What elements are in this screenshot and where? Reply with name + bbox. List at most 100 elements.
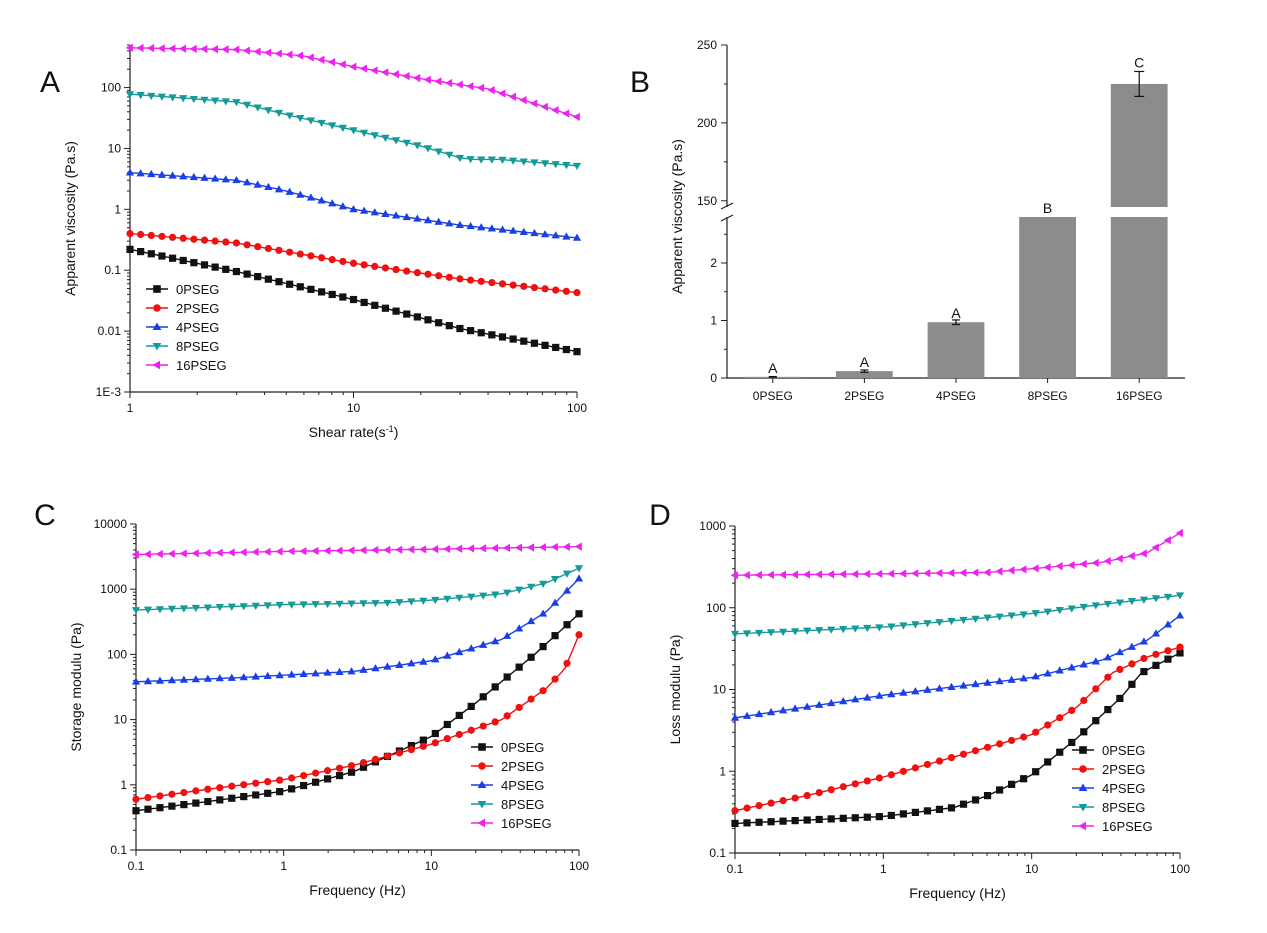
data-point <box>168 171 177 179</box>
data-point <box>466 82 474 91</box>
data-point <box>371 664 380 672</box>
data-point <box>467 644 476 652</box>
y-axis-label: Apparent viscosity (Pa.s) <box>669 139 685 294</box>
legend-marker <box>152 360 161 370</box>
series-16PSEG <box>730 528 1183 580</box>
data-point <box>551 106 559 115</box>
data-point <box>383 545 391 555</box>
data-point <box>863 693 872 701</box>
data-point <box>147 169 156 178</box>
data-point <box>300 781 308 790</box>
data-point <box>995 613 1004 621</box>
x-tick-label: 8PSEG <box>1028 389 1068 403</box>
data-point <box>125 43 133 52</box>
data-point <box>1044 721 1052 729</box>
data-point <box>742 630 752 638</box>
data-point <box>1115 599 1125 607</box>
data-point <box>477 223 486 231</box>
data-point <box>335 600 344 608</box>
data-point <box>1115 554 1123 563</box>
data-point <box>143 676 153 685</box>
data-point <box>251 602 260 610</box>
legend-label: 16PSEG <box>1102 819 1153 834</box>
data-point <box>299 546 307 556</box>
data-point <box>778 570 786 579</box>
data-point <box>156 804 164 812</box>
x-tick-label: 100 <box>569 859 589 873</box>
data-point <box>1163 593 1173 602</box>
data-point <box>1164 655 1172 663</box>
data-point <box>572 233 582 241</box>
data-point <box>851 625 860 633</box>
data-point <box>285 50 293 59</box>
data-point <box>423 75 431 84</box>
data-point <box>222 265 230 273</box>
data-point <box>191 675 201 683</box>
data-point <box>263 671 272 679</box>
data-point <box>407 598 416 606</box>
series-line <box>136 545 580 556</box>
data-point <box>959 616 968 625</box>
data-point <box>887 623 896 631</box>
data-point <box>158 252 166 260</box>
data-point <box>311 769 320 777</box>
data-point <box>413 313 421 321</box>
data-point <box>287 601 296 609</box>
y-tick-label: 2 <box>710 256 717 270</box>
series-line <box>135 578 580 683</box>
data-point <box>491 591 500 599</box>
data-point <box>403 310 411 318</box>
data-point <box>887 811 895 820</box>
data-point <box>815 700 824 708</box>
data-point <box>1079 603 1088 612</box>
panel-c: C 0.1 1 10 100 0.1 1 10 100 1000 10000 Frequency (H… <box>34 499 589 898</box>
data-point <box>803 816 811 824</box>
data-point <box>562 542 570 551</box>
y-tick-label: 1E-3 <box>96 385 122 399</box>
data-point <box>466 276 475 284</box>
data-point <box>252 779 260 787</box>
data-point <box>1044 758 1052 766</box>
data-point <box>167 676 177 684</box>
legend-label: 4PSEG <box>501 778 544 793</box>
data-point <box>221 45 229 54</box>
data-point <box>335 667 344 676</box>
data-point <box>863 813 871 821</box>
data-point <box>983 792 992 800</box>
series-line <box>734 652 1181 825</box>
data-point <box>827 698 836 707</box>
data-point <box>276 776 284 784</box>
data-point <box>131 677 141 685</box>
data-point <box>381 304 390 312</box>
data-point <box>211 237 219 245</box>
data-point <box>349 205 358 213</box>
data-point <box>1175 592 1185 600</box>
data-point <box>995 740 1004 748</box>
data-point <box>395 545 403 554</box>
data-point <box>391 70 399 79</box>
data-point <box>803 791 811 800</box>
data-point <box>431 596 440 605</box>
axis-break-mark <box>720 214 734 222</box>
data-point <box>1020 733 1028 741</box>
series-8PSEG <box>131 565 584 615</box>
panel-b: B 0 1 2 150 200 250 Apparent viscosity (Pa.s) 0P… <box>630 38 1185 403</box>
data-point <box>487 224 496 232</box>
legend: 0PSEG 2PSEG 4PSEG 8PSEG 16PSEG <box>471 740 552 831</box>
data-point <box>147 250 155 258</box>
data-point <box>359 600 368 608</box>
data-point <box>1079 559 1087 569</box>
data-point <box>983 614 992 622</box>
data-point <box>742 711 752 719</box>
data-point <box>790 570 799 579</box>
data-point <box>791 794 799 802</box>
series-16PSEG <box>125 43 580 122</box>
data-point <box>995 677 1004 685</box>
data-point <box>1068 706 1076 715</box>
data-point <box>959 750 968 758</box>
data-point <box>503 673 511 681</box>
data-point <box>550 576 560 584</box>
data-point <box>424 270 432 278</box>
data-point <box>971 679 980 688</box>
data-point <box>136 92 145 100</box>
